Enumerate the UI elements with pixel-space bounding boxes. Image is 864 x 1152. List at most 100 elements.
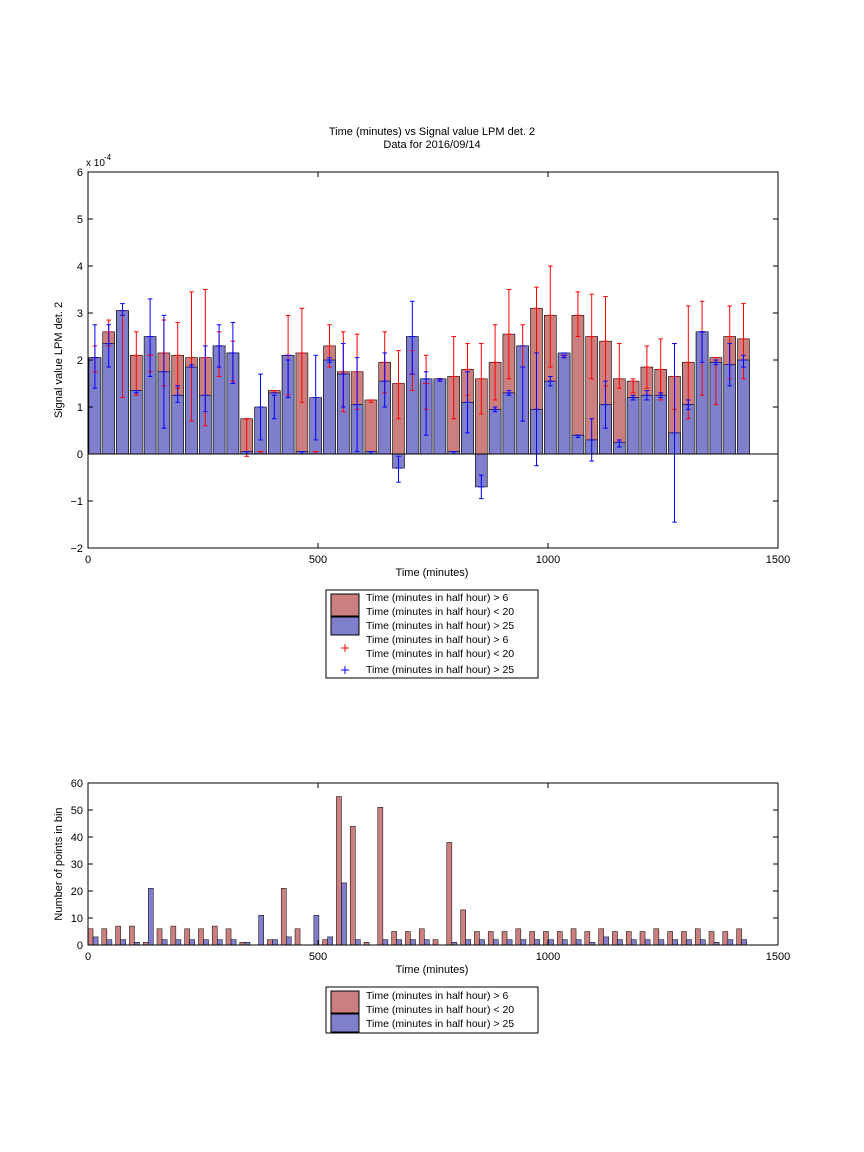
bottom-red-bar-30 (501, 931, 508, 946)
bottom-legend-label-2: Time (minutes in half hour) > 25 (366, 1018, 514, 1030)
top-chart-subtitle: Data for 2016/09/14 (383, 139, 480, 151)
bottom-x-axis-label: Time (minutes) (396, 964, 469, 976)
top-legend-label-1a: Time (minutes in half hour) > 6 (366, 592, 508, 604)
top-blue-errorbar-47 (740, 354, 747, 368)
bottom-red-bar-23 (405, 931, 411, 946)
top-y-tick-label: 5 (77, 214, 83, 226)
top-blue-errorbar-31 (519, 345, 526, 422)
top-blue-errorbar-18 (340, 343, 347, 408)
top-legend-label-3b: Time (minutes in half hour) < 20 (366, 648, 514, 660)
bottom-red-bar-0 (87, 928, 94, 946)
bottom-legend-label-1b: Time (minutes in half hour) < 20 (366, 1004, 514, 1016)
top-blue-errorbar-40 (643, 390, 650, 401)
top-y-tick-label: 1 (77, 402, 83, 414)
bottom-red-bar-14 (280, 888, 287, 946)
top-x-tick-label: 0 (85, 554, 91, 566)
bottom-blue-bar-47 (741, 939, 747, 946)
top-red-errorbar-3 (133, 331, 140, 396)
top-blue-errorbar-28 (478, 474, 485, 500)
top-y-tick-label: −2 (70, 543, 83, 555)
top-red-errorbar-33 (547, 265, 554, 368)
top-blue-errorbar-6 (174, 385, 181, 403)
top-blue-errorbar-34 (561, 352, 568, 359)
bottom-blue-bar-18 (341, 882, 347, 946)
bottom-red-bar-32 (529, 931, 535, 946)
top-blue-errorbar-9 (216, 324, 223, 368)
top-red-errorbar-15 (298, 307, 305, 403)
top-blue-errorbar-7 (188, 364, 195, 368)
top-plot-area (88, 265, 778, 523)
bottom-red-bar-2 (115, 925, 121, 946)
top-blue-errorbar-21 (381, 352, 388, 408)
top-blue-errorbar-35 (574, 434, 581, 439)
top-red-errorbar-38 (616, 343, 623, 389)
top-blue-errorbar-42 (671, 343, 678, 523)
bottom-blue-bar-1 (106, 939, 113, 946)
bottom-red-bar-29 (487, 931, 494, 946)
top-chart: Time (minutes) vs Signal value LPM det. … (53, 126, 790, 579)
top-y-exponent-base: x 10 (86, 158, 105, 169)
top-blue-errorbar-22 (395, 455, 402, 483)
bottom-red-bar-27 (460, 909, 466, 946)
bottom-y-ticks: 0 10 20 30 40 50 60 (71, 778, 778, 952)
top-red-errorbar-22 (395, 350, 402, 420)
top-legend-swatch-blue-bar (330, 616, 360, 636)
top-blue-bar-29 (488, 409, 502, 455)
bottom-red-bar-34 (556, 931, 563, 946)
bottom-blue-bar-6 (175, 939, 182, 946)
bottom-x-tick-label: 500 (309, 951, 327, 963)
bottom-red-bar-15 (294, 928, 301, 946)
top-y-exponent-power: -4 (104, 153, 112, 162)
top-blue-bar-39 (626, 397, 640, 455)
bottom-blue-bar-34 (562, 939, 568, 946)
top-blue-bar-33 (544, 380, 557, 455)
top-red-bar-20 (364, 399, 378, 455)
top-blue-errorbar-32 (533, 352, 540, 467)
top-blue-bar-6 (171, 394, 184, 455)
bottom-blue-bar-40 (644, 939, 651, 946)
top-legend-label-4: Time (minutes in half hour) > 25 (366, 664, 514, 676)
top-y-tick-label: 4 (77, 261, 83, 273)
top-red-errorbar-35 (574, 291, 581, 337)
bottom-legend: Time (minutes in half hour) > 6 Time (mi… (325, 986, 539, 1034)
bottom-legend-swatch-red-bar (330, 990, 360, 1014)
bottom-red-bar-21 (377, 807, 384, 946)
bottom-red-bar-40 (639, 931, 646, 946)
top-blue-bar-40 (640, 394, 654, 455)
top-blue-errorbar-3 (133, 390, 140, 394)
top-blue-errorbar-1 (105, 324, 112, 368)
top-red-errorbar-41 (657, 338, 664, 401)
bottom-red-bar-41 (653, 928, 660, 946)
bottom-blue-bar-22 (396, 939, 402, 946)
bottom-blue-bar-42 (672, 939, 678, 946)
top-blue-errorbar-44 (699, 331, 706, 363)
top-blue-errorbar-2 (119, 303, 126, 316)
top-blue-errorbar-16 (312, 354, 319, 441)
bottom-red-bar-39 (625, 931, 632, 946)
top-blue-errorbar-43 (685, 399, 692, 410)
top-legend: Time (minutes in half hour) > 6 Time (mi… (325, 589, 539, 679)
bottom-legend-swatch-blue-bar (330, 1013, 360, 1033)
top-legend-label-3a: Time (minutes in half hour) > 6 (366, 634, 508, 646)
bottom-red-bar-10 (225, 928, 232, 946)
top-blue-errorbar-17 (326, 357, 333, 363)
bottom-red-bar-22 (391, 931, 397, 946)
bottom-red-bar-45 (708, 931, 715, 946)
bottom-blue-bar-23 (410, 939, 416, 946)
top-blue-errorbar-24 (423, 371, 430, 436)
bottom-blue-bar-13 (272, 939, 278, 946)
top-red-errorbar-40 (643, 345, 650, 389)
bottom-blue-bar-24 (424, 939, 430, 946)
bottom-blue-bar-31 (520, 939, 527, 946)
top-blue-bar-3 (130, 390, 143, 455)
top-blue-errorbar-27 (464, 371, 471, 434)
bottom-red-bar-19 (349, 825, 356, 946)
bottom-blue-bar-14 (286, 936, 292, 946)
top-blue-errorbar-33 (547, 375, 554, 387)
top-blue-errorbar-4 (147, 298, 154, 377)
bottom-blue-bar-33 (548, 939, 554, 946)
top-x-tick-label: 1000 (536, 554, 560, 566)
top-blue-errorbar-12 (257, 373, 264, 441)
bottom-red-bar-43 (681, 931, 687, 946)
bottom-blue-bar-12 (258, 915, 264, 946)
